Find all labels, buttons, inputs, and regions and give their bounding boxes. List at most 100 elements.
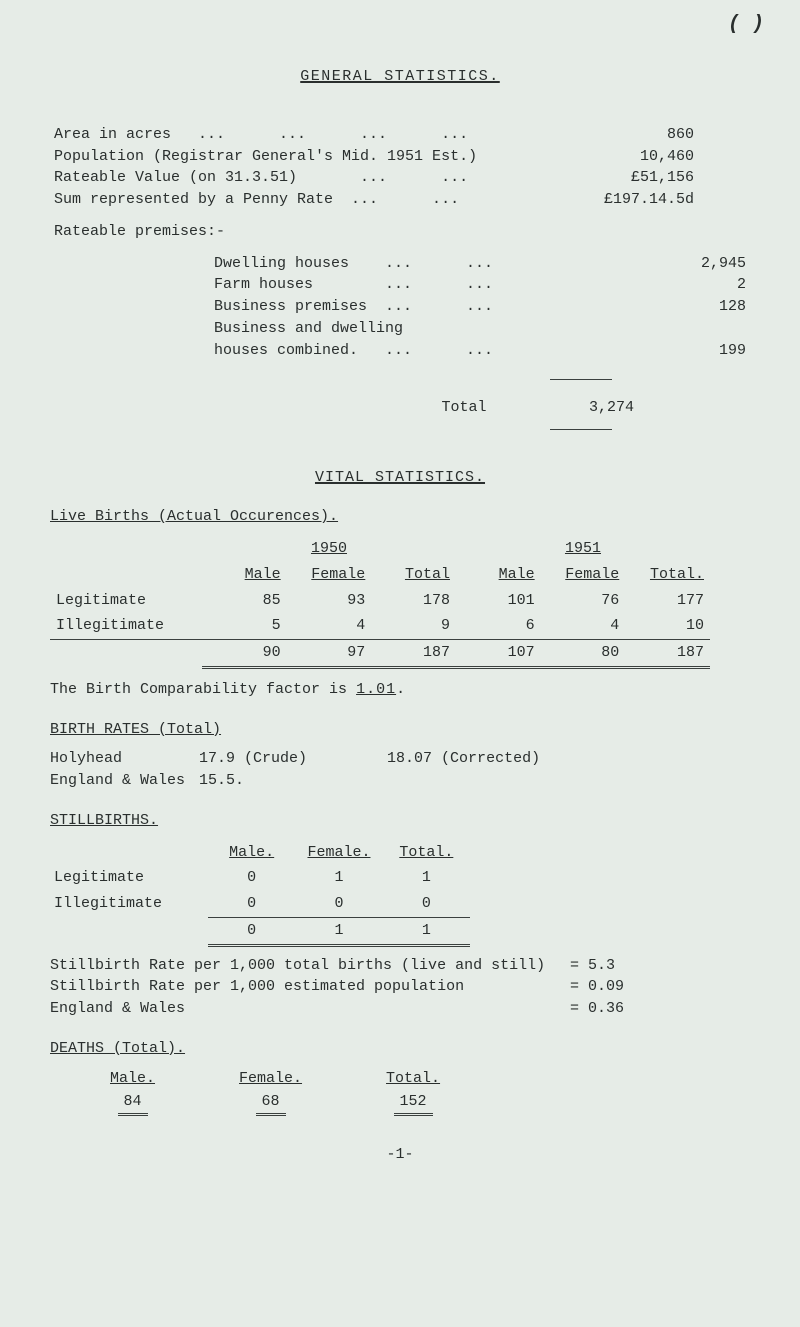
cell: 0 [383, 891, 470, 917]
penny-rate-line: Sum represented by a Penny Rate ... ... … [54, 189, 694, 211]
cell: 4 [541, 613, 626, 639]
stillrate-line2-label: Stillbirth Rate per 1,000 estimated popu… [50, 976, 570, 998]
cell: 1 [295, 917, 382, 945]
note-text: The Birth Comparability factor is [50, 681, 356, 698]
col-female: Female [541, 562, 626, 588]
premises-total-rule-top [54, 369, 746, 391]
premises-row-business: Business premises ... ... 128 [54, 296, 746, 318]
premises-value: 128 [646, 296, 746, 318]
premises-total-row: Total 3,274 [54, 397, 746, 419]
deaths-male-col: Male. 84 [110, 1068, 155, 1117]
live-births-title: Live Births (Actual Occurences). [50, 506, 752, 528]
cell: 107 [456, 640, 541, 668]
col-female: Female [287, 562, 372, 588]
premises-total-rule-bottom [54, 419, 746, 441]
penny-rate-label: Sum represented by a Penny Rate ... ... [54, 189, 574, 211]
cell: 93 [287, 588, 372, 614]
premises-row-dwelling: Dwelling houses ... ... 2,945 [54, 253, 746, 275]
cell: 4 [287, 613, 372, 639]
birth-rates-block: Holyhead 17.9 (Crude) England & Wales 15… [50, 748, 752, 792]
eng-wales-val: 15.5. [199, 772, 244, 789]
cell: 76 [541, 588, 626, 614]
deaths-total-value: 152 [394, 1091, 433, 1116]
row-illegitimate: Illegitimate 0 0 0 [50, 891, 470, 917]
cell: 0 [208, 917, 295, 945]
area-label: Area in acres ... ... ... ... [54, 124, 574, 146]
row-label: Legitimate [50, 588, 202, 614]
cell: 85 [202, 588, 287, 614]
area-line: Area in acres ... ... ... ... 860 [54, 124, 694, 146]
population-value: 10,460 [574, 146, 694, 168]
cell: 10 [625, 613, 710, 639]
stillbirths-title: STILLBIRTHS. [50, 810, 752, 832]
cell: 1 [383, 865, 470, 891]
col-female: Female. [295, 840, 382, 866]
row-legitimate: Legitimate 0 1 1 [50, 865, 470, 891]
rateable-value-label: Rateable Value (on 31.3.51) ... ... [54, 167, 574, 189]
cell: 5 [202, 613, 287, 639]
cell: 1 [295, 865, 382, 891]
stillbirths-table: Male. Female. Total. Legitimate 0 1 1 Il… [50, 840, 470, 947]
stillrate-line2-value: = 0.09 [570, 976, 638, 998]
note-suffix: . [396, 681, 405, 698]
stillrate-line1-value: = 5.3 [570, 955, 638, 977]
row-totals: 0 1 1 [50, 917, 470, 945]
penny-rate-value: £197.14.5d [574, 189, 694, 211]
cell: 101 [456, 588, 541, 614]
cell: 0 [295, 891, 382, 917]
premises-value: 2,945 [646, 253, 746, 275]
stillrate-line1-label: Stillbirth Rate per 1,000 total births (… [50, 955, 570, 977]
row-legitimate: Legitimate 85 93 178 101 76 177 [50, 588, 710, 614]
col-total: Total [371, 562, 456, 588]
year-1950: 1950 [202, 536, 456, 562]
page-number: -1- [48, 1144, 752, 1166]
col-male: Male. [208, 840, 295, 866]
premises-value [646, 318, 746, 340]
cell: 9 [371, 613, 456, 639]
cell: 0 [208, 865, 295, 891]
note-value: 1.01 [356, 681, 396, 698]
col-male: Male. [110, 1068, 155, 1090]
cell: 178 [371, 588, 456, 614]
row-illegitimate: Illegitimate 5 4 9 6 4 10 [50, 613, 710, 639]
cell: 80 [541, 640, 626, 668]
population-line: Population (Registrar General's Mid. 195… [54, 146, 694, 168]
col-total: Total. [383, 840, 470, 866]
area-value: 860 [574, 124, 694, 146]
cell: 1 [383, 917, 470, 945]
holyhead-corrected-value: 18.07 (Corrected) [387, 748, 540, 770]
cell: 187 [371, 640, 456, 668]
premises-row-busdwell-2: houses combined. ... ... 199 [54, 340, 746, 362]
deaths-female-col: Female. 68 [239, 1068, 302, 1117]
holyhead-label: Holyhead [50, 748, 190, 770]
deaths-female-value: 68 [256, 1091, 286, 1116]
col-male: Male [202, 562, 287, 588]
comparability-note: The Birth Comparability factor is 1.01. [50, 679, 752, 701]
cell: 177 [625, 588, 710, 614]
row-totals: 90 97 187 107 80 187 [50, 640, 710, 668]
cell: 187 [625, 640, 710, 668]
col-total: Total. [386, 1068, 440, 1090]
premises-label: Business and dwelling [54, 318, 534, 340]
population-label: Population (Registrar General's Mid. 195… [54, 146, 574, 168]
deaths-block: Male. 84 Female. 68 Total. 152 [110, 1068, 752, 1117]
row-label: Illegitimate [50, 613, 202, 639]
col-male: Male [456, 562, 541, 588]
premises-label: houses combined. ... ... [54, 340, 534, 362]
holyhead-corrected: 18.07 (Corrected) [387, 748, 540, 792]
col-total: Total. [625, 562, 710, 588]
premises-row-farm: Farm houses ... ... 2 [54, 274, 746, 296]
deaths-title: DEATHS (Total). [50, 1038, 752, 1060]
premises-value: 2 [646, 274, 746, 296]
premises-label: Business premises ... ... [54, 296, 534, 318]
rateable-value-line: Rateable Value (on 31.3.51) ... ... £51,… [54, 167, 694, 189]
cell: 97 [287, 640, 372, 668]
holyhead-row: Holyhead 17.9 (Crude) England & Wales 15… [50, 748, 307, 792]
row-label: Illegitimate [50, 891, 208, 917]
cell: 6 [456, 613, 541, 639]
cell: 0 [208, 891, 295, 917]
heading-vital-statistics: VITAL STATISTICS. [48, 467, 752, 489]
cell: 90 [202, 640, 287, 668]
premises-total-label: Total [394, 397, 534, 419]
deaths-total-col: Total. 152 [386, 1068, 440, 1117]
